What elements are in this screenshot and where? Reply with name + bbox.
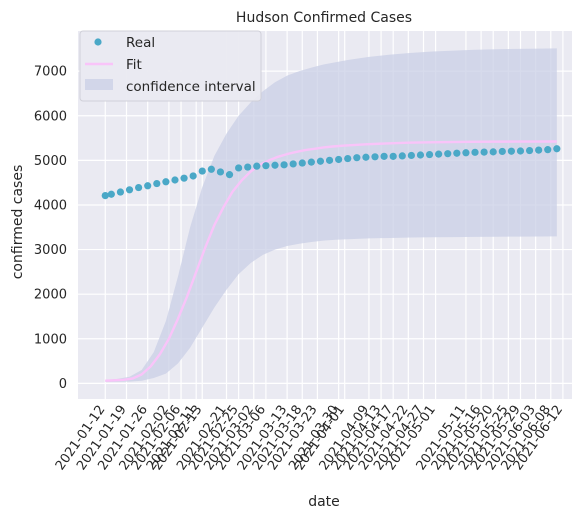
data-point-real [335, 155, 343, 164]
y-tick-label: 6000 [34, 109, 67, 124]
data-point-real [325, 156, 334, 164]
data-point-real [462, 149, 470, 157]
data-point-real [101, 191, 109, 200]
data-point-real [162, 178, 170, 186]
data-point-real [407, 151, 415, 160]
data-point-real [189, 172, 197, 180]
y-tick-labels: 0 1000 2000 3000 4000 5000 6000 7000 [34, 65, 67, 392]
legend-label-fit: Fit [126, 57, 142, 73]
data-point-real [344, 154, 352, 163]
data-point-real [535, 146, 543, 154]
data-point-real [435, 150, 443, 158]
legend-frame [79, 30, 262, 102]
y-tick-label: 7000 [34, 65, 67, 80]
data-point-real [316, 157, 325, 165]
data-point-real [307, 158, 315, 166]
data-point-real [489, 148, 497, 156]
y-tick-label: 1000 [34, 332, 67, 347]
confidence-band-layer [105, 48, 557, 383]
data-point-real [544, 146, 552, 154]
data-point-real [425, 150, 434, 159]
data-point-real [498, 147, 506, 156]
data-point-real [253, 162, 261, 170]
fit-line-layer [105, 140, 557, 382]
y-axis-label: confirmed cases [10, 165, 26, 280]
legend-label-band: confidence interval [126, 79, 256, 95]
data-point-real [516, 147, 525, 155]
data-point-real [271, 161, 279, 169]
data-point-real [144, 182, 152, 190]
data-point-real [525, 146, 534, 155]
data-point-real [416, 151, 425, 159]
data-point-real [198, 167, 206, 175]
data-point-real [216, 168, 225, 176]
y-tick-label: 3000 [34, 243, 67, 258]
legend-marker-band [85, 79, 113, 90]
data-point-real [480, 148, 488, 156]
data-point-real [280, 161, 288, 169]
data-point-real [153, 179, 161, 188]
data-point-real [471, 148, 479, 156]
data-point-real [225, 171, 234, 179]
data-point-real [171, 176, 179, 184]
data-point-real [507, 147, 515, 155]
data-point-real [207, 165, 215, 173]
fit-line [105, 140, 557, 382]
data-point-real [389, 152, 397, 160]
data-point-real [444, 150, 452, 158]
data-point-real [116, 188, 125, 196]
real-points-layer [101, 145, 561, 200]
legend-label-real: Real [126, 35, 155, 51]
data-point-real [371, 153, 379, 161]
y-tick-label: 0 [59, 377, 67, 392]
data-point-real [298, 159, 306, 167]
data-point-real [135, 183, 143, 192]
x-axis-label: date [308, 494, 340, 510]
data-point-real [380, 152, 388, 160]
chart-title: Hudson Confirmed Cases [236, 10, 412, 26]
data-point-real [244, 163, 252, 171]
data-point-real [553, 145, 561, 153]
y-tick-label: 4000 [34, 198, 67, 213]
data-point-real [289, 160, 297, 168]
confidence-interval-band [105, 48, 557, 383]
y-tick-label: 5000 [34, 154, 67, 169]
y-tick-label: 2000 [34, 288, 67, 303]
data-point-real [453, 149, 461, 157]
legend: Real Fit confidence interval [79, 30, 262, 102]
x-tick-labels: 2021-01-122021-01-192021-01-262021-02-02… [53, 403, 566, 474]
legend-marker-real [94, 38, 102, 46]
data-point-real [235, 164, 243, 172]
data-point-real [107, 190, 115, 198]
data-point-real [362, 153, 370, 161]
data-point-real [180, 174, 188, 182]
data-point-real [262, 162, 270, 170]
data-point-real [398, 152, 406, 160]
data-point-real [125, 186, 134, 194]
data-point-real [353, 154, 361, 162]
